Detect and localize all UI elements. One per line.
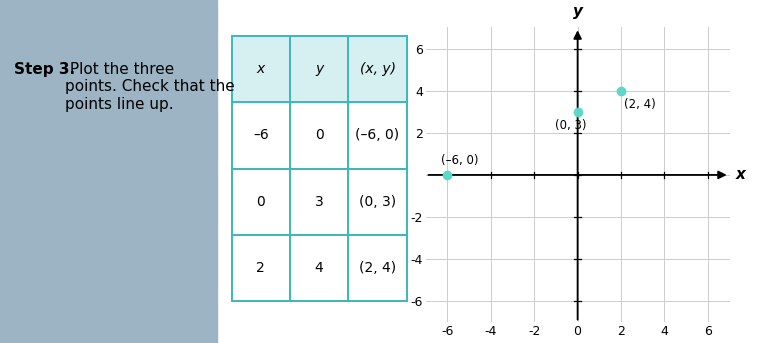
Text: 3: 3 [315,195,324,209]
Text: Plot the three
points. Check that the
points line up.: Plot the three points. Check that the po… [65,62,234,111]
Bar [232,169,290,235]
Bar [290,235,348,301]
Text: Step 3.: Step 3. [14,62,74,77]
Text: 0: 0 [315,129,324,142]
Bar [232,36,290,102]
Bar [290,169,348,235]
Bar [348,102,407,169]
Text: (2, 4): (2, 4) [359,261,396,275]
Text: x: x [257,62,265,76]
Bar [290,102,348,169]
Bar [290,36,348,102]
Text: (0, 3): (0, 3) [555,119,586,132]
Text: (–6, 0): (–6, 0) [356,129,400,142]
Bar [348,36,407,102]
Bar [348,169,407,235]
Text: –6: –6 [253,129,269,142]
Bar [232,102,290,169]
Bar [232,235,290,301]
Bar [348,235,407,301]
Text: y: y [315,62,323,76]
Text: x: x [736,167,746,182]
Text: (2, 4): (2, 4) [624,98,656,111]
Text: 0: 0 [256,195,265,209]
Text: (0, 3): (0, 3) [359,195,396,209]
Text: (–6, 0): (–6, 0) [441,154,478,166]
Text: y: y [572,4,583,19]
Text: 2: 2 [256,261,265,275]
Text: 4: 4 [315,261,324,275]
Text: (x, y): (x, y) [359,62,395,76]
